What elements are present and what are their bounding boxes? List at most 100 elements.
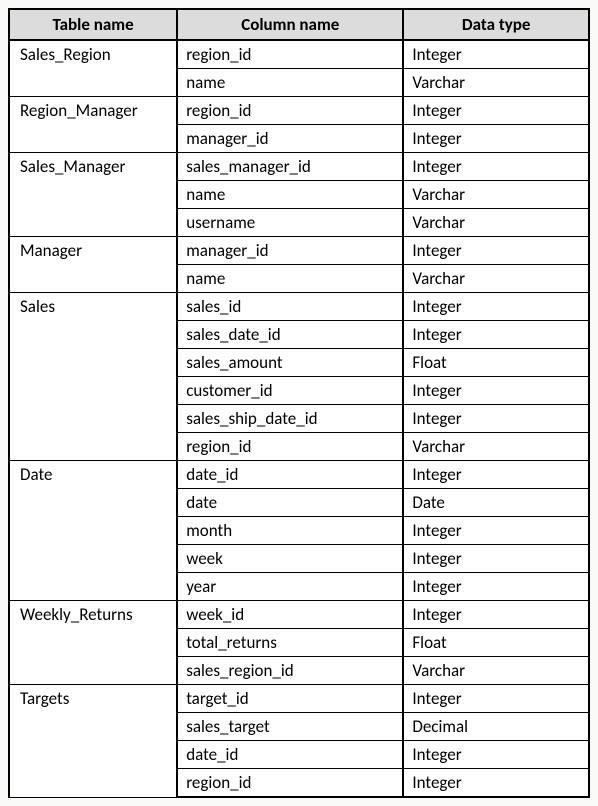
table-row: nameVarchar (9, 69, 589, 97)
cell-column-name: week (177, 545, 403, 573)
cell-column-name: year (177, 573, 403, 601)
table-row: region_idInteger (9, 769, 589, 798)
cell-table-name (9, 629, 177, 657)
cell-data-type: Varchar (403, 69, 589, 97)
cell-column-name: manager_id (177, 125, 403, 153)
cell-table-name: Sales (9, 293, 177, 321)
table-row: sales_region_idVarchar (9, 657, 589, 685)
cell-data-type: Integer (403, 405, 589, 433)
cell-data-type: Varchar (403, 433, 589, 461)
cell-table-name (9, 769, 177, 798)
cell-data-type: Integer (403, 517, 589, 545)
table-row: sales_date_idInteger (9, 321, 589, 349)
table-row: manager_idInteger (9, 125, 589, 153)
cell-table-name (9, 517, 177, 545)
cell-table-name: Date (9, 461, 177, 489)
header-row: Table name Column name Data type (9, 9, 589, 40)
cell-data-type: Integer (403, 293, 589, 321)
cell-table-name: Sales_Manager (9, 153, 177, 181)
table-row: Managermanager_idInteger (9, 237, 589, 265)
table-row: monthInteger (9, 517, 589, 545)
cell-table-name: Weekly_Returns (9, 601, 177, 629)
cell-column-name: month (177, 517, 403, 545)
cell-data-type: Integer (403, 40, 589, 69)
cell-column-name: sales_amount (177, 349, 403, 377)
cell-data-type: Float (403, 629, 589, 657)
cell-column-name: date_id (177, 461, 403, 489)
table-row: sales_targetDecimal (9, 713, 589, 741)
cell-table-name (9, 181, 177, 209)
header-table-name: Table name (9, 9, 177, 40)
cell-column-name: region_id (177, 433, 403, 461)
cell-data-type: Integer (403, 97, 589, 125)
table-row: weekInteger (9, 545, 589, 573)
cell-table-name (9, 265, 177, 293)
cell-column-name: sales_date_id (177, 321, 403, 349)
cell-column-name: name (177, 181, 403, 209)
cell-column-name: target_id (177, 685, 403, 713)
table-row: usernameVarchar (9, 209, 589, 237)
table-row: Region_Managerregion_idInteger (9, 97, 589, 125)
cell-table-name (9, 741, 177, 769)
table-row: nameVarchar (9, 265, 589, 293)
cell-data-type: Integer (403, 237, 589, 265)
cell-data-type: Integer (403, 769, 589, 798)
cell-column-name: date (177, 489, 403, 517)
table-row: Salessales_idInteger (9, 293, 589, 321)
cell-column-name: sales_region_id (177, 657, 403, 685)
cell-table-name (9, 657, 177, 685)
cell-table-name (9, 377, 177, 405)
cell-column-name: customer_id (177, 377, 403, 405)
cell-table-name (9, 405, 177, 433)
cell-table-name (9, 321, 177, 349)
cell-table-name (9, 125, 177, 153)
table-row: total_returnsFloat (9, 629, 589, 657)
cell-column-name: sales_manager_id (177, 153, 403, 181)
cell-column-name: total_returns (177, 629, 403, 657)
cell-data-type: Integer (403, 685, 589, 713)
table-row: Datedate_idInteger (9, 461, 589, 489)
cell-table-name (9, 349, 177, 377)
cell-table-name (9, 545, 177, 573)
cell-column-name: date_id (177, 741, 403, 769)
cell-column-name: sales_ship_date_id (177, 405, 403, 433)
table-row: sales_ship_date_idInteger (9, 405, 589, 433)
table-row: dateDate (9, 489, 589, 517)
cell-data-type: Varchar (403, 209, 589, 237)
schema-body: Sales_Regionregion_idInteger nameVarchar… (9, 40, 589, 797)
cell-data-type: Integer (403, 153, 589, 181)
cell-data-type: Integer (403, 601, 589, 629)
cell-table-name (9, 209, 177, 237)
schema-table: Table name Column name Data type Sales_R… (8, 8, 590, 798)
cell-data-type: Integer (403, 125, 589, 153)
cell-table-name (9, 713, 177, 741)
cell-data-type: Varchar (403, 657, 589, 685)
header-column-name: Column name (177, 9, 403, 40)
header-data-type: Data type (403, 9, 589, 40)
cell-column-name: week_id (177, 601, 403, 629)
cell-column-name: sales_target (177, 713, 403, 741)
cell-data-type: Integer (403, 741, 589, 769)
cell-column-name: name (177, 265, 403, 293)
cell-column-name: name (177, 69, 403, 97)
cell-column-name: region_id (177, 97, 403, 125)
cell-data-type: Date (403, 489, 589, 517)
table-row: region_idVarchar (9, 433, 589, 461)
cell-data-type: Integer (403, 321, 589, 349)
table-row: nameVarchar (9, 181, 589, 209)
cell-table-name (9, 573, 177, 601)
table-row: sales_amountFloat (9, 349, 589, 377)
cell-data-type: Integer (403, 377, 589, 405)
cell-column-name: region_id (177, 40, 403, 69)
table-row: date_idInteger (9, 741, 589, 769)
table-row: customer_idInteger (9, 377, 589, 405)
cell-table-name (9, 69, 177, 97)
table-row: Targetstarget_idInteger (9, 685, 589, 713)
cell-table-name: Region_Manager (9, 97, 177, 125)
cell-table-name: Manager (9, 237, 177, 265)
cell-column-name: manager_id (177, 237, 403, 265)
cell-data-type: Varchar (403, 181, 589, 209)
cell-data-type: Varchar (403, 265, 589, 293)
cell-table-name (9, 489, 177, 517)
cell-data-type: Integer (403, 545, 589, 573)
